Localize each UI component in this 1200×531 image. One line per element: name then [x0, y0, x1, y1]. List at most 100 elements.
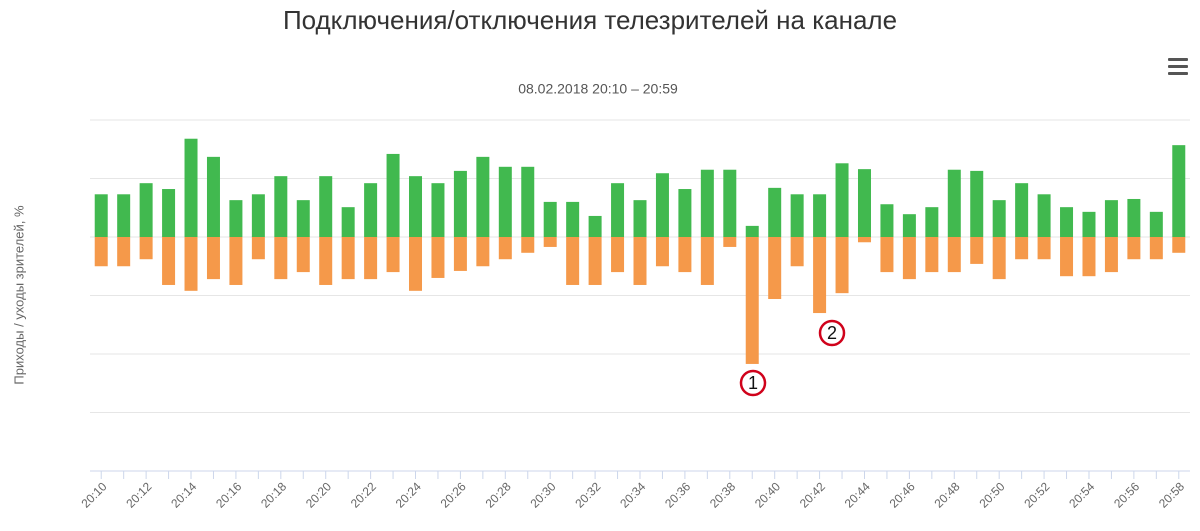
x-tick-label: 20:42 [797, 479, 828, 510]
bar [1172, 237, 1186, 253]
x-tick-label: 20:28 [483, 479, 514, 510]
x-tick-label: 20:20 [303, 479, 334, 510]
bar [1104, 200, 1118, 237]
annotation-label: 1 [748, 373, 758, 393]
bar [274, 176, 288, 237]
bar [206, 237, 220, 280]
bar [274, 237, 288, 280]
x-tick-label: 20:36 [662, 479, 693, 510]
bar [206, 156, 220, 237]
bar [162, 237, 176, 285]
bar [566, 237, 580, 285]
x-tick-label: 20:18 [258, 479, 289, 510]
bar [296, 237, 310, 273]
bar [1127, 198, 1141, 237]
bar [341, 207, 355, 237]
bar [566, 201, 580, 237]
x-tick-label: 20:16 [213, 479, 244, 510]
bar [655, 173, 669, 237]
annotation-circle [739, 369, 767, 397]
y-axis-label: Приходы / уходы зрителей, % [11, 205, 26, 385]
annotation-circle [818, 319, 846, 347]
x-tick-label: 20:48 [932, 479, 963, 510]
bar [678, 237, 692, 273]
bar [319, 237, 333, 285]
bar [723, 237, 737, 247]
bar [1082, 211, 1096, 237]
chart-title: Подключения/отключения телезрителей на к… [283, 5, 897, 35]
x-tick-label: 20:30 [527, 479, 558, 510]
bar [768, 237, 782, 300]
bar [543, 201, 557, 237]
bar [94, 194, 108, 237]
x-tick-label: 20:34 [617, 479, 648, 510]
bar [162, 189, 176, 237]
bar [498, 237, 512, 260]
bar [655, 237, 669, 267]
x-tick-label: 20:14 [168, 479, 199, 510]
annotation-label: 2 [827, 323, 837, 343]
chart-subtitle: 08.02.2018 20:10 – 20:59 [518, 81, 678, 97]
x-tick-label: 20:38 [707, 479, 738, 510]
bar [184, 138, 198, 237]
bar [1015, 183, 1029, 237]
x-tick-label: 20:22 [348, 479, 379, 510]
bar [700, 237, 714, 285]
bar [902, 214, 916, 237]
bar [925, 207, 939, 237]
bar [813, 194, 827, 237]
x-tick-label: 20:52 [1021, 479, 1052, 510]
menu-button[interactable] [1168, 58, 1188, 75]
bar [386, 153, 400, 237]
bar [1082, 237, 1096, 277]
bar [880, 237, 894, 273]
x-tick-label: 20:24 [393, 479, 424, 510]
bar [1060, 207, 1074, 237]
bar [409, 176, 423, 237]
bar [139, 237, 153, 260]
x-tick-label: 20:54 [1066, 479, 1097, 510]
bar [476, 156, 490, 237]
bar [588, 215, 602, 237]
bar [364, 237, 378, 280]
bar [745, 225, 759, 237]
bar [835, 163, 849, 237]
bar [970, 237, 984, 264]
bar [117, 194, 131, 237]
bar [386, 237, 400, 273]
bar [184, 237, 198, 291]
bar [925, 237, 939, 273]
bar [745, 237, 759, 364]
bar [521, 166, 535, 237]
bar [117, 237, 131, 267]
bar [543, 237, 557, 247]
x-tick-label: 20:56 [1111, 479, 1142, 510]
bar [857, 237, 871, 243]
bar [1037, 194, 1051, 237]
bar [947, 237, 961, 273]
bar [94, 237, 108, 267]
bar [341, 237, 355, 280]
bar [768, 187, 782, 237]
bar [229, 237, 243, 285]
x-tick-label: 20:46 [887, 479, 918, 510]
bar [992, 237, 1006, 280]
bar [992, 200, 1006, 237]
bar [296, 200, 310, 237]
bar [857, 169, 871, 237]
bar [700, 169, 714, 237]
bar [1149, 211, 1163, 237]
bar [229, 200, 243, 237]
bar [251, 237, 265, 260]
bar [880, 204, 894, 237]
x-tick-label: 20:12 [123, 479, 154, 510]
bar [723, 169, 737, 237]
bar [633, 237, 647, 285]
bar [1037, 237, 1051, 260]
bar [902, 237, 916, 280]
bar [498, 166, 512, 237]
bar [1104, 237, 1118, 273]
bar [1060, 237, 1074, 277]
bar [364, 183, 378, 237]
